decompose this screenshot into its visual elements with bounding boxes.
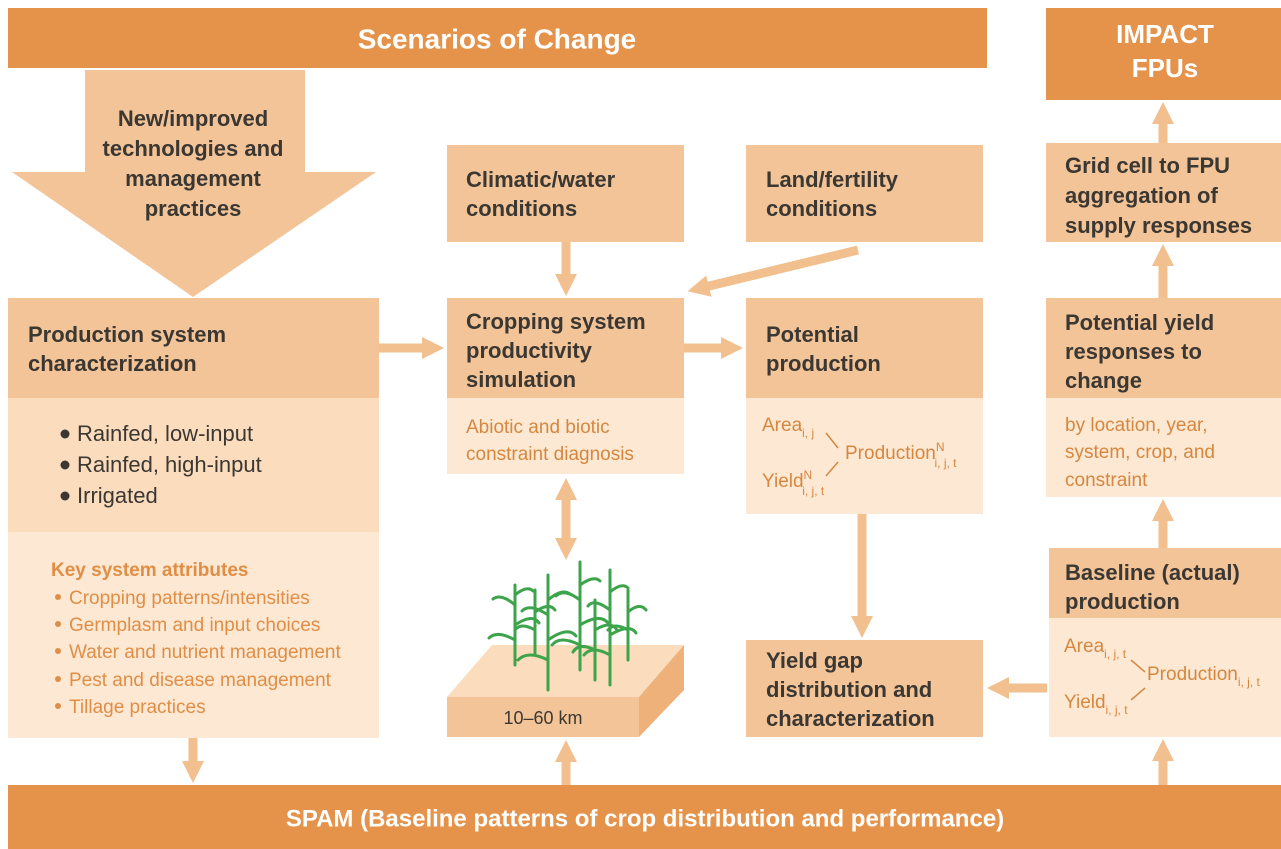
attribute-text: Germplasm and input choices <box>69 615 320 636</box>
attribute-text: Pest and disease management <box>69 670 332 691</box>
technologies-line: management <box>125 166 261 191</box>
grid-cell-line: aggregation of <box>1065 183 1218 208</box>
bullet-text: Rainfed, low-input <box>77 421 253 446</box>
cropping-note: constraint diagnosis <box>466 444 634 465</box>
potential-yield-note: by location, year, <box>1065 415 1208 436</box>
bullet <box>55 594 61 600</box>
production: Production <box>1147 664 1238 685</box>
diagram: Scenarios of Change IMPACT FPUs SPAM (Ba… <box>0 0 1281 849</box>
bullet <box>61 461 70 470</box>
arrow <box>705 250 858 287</box>
area: Area <box>762 415 803 436</box>
area: Area <box>1064 636 1105 657</box>
yield: Yield <box>762 471 804 492</box>
production-sub: i, j, t <box>1238 675 1261 689</box>
attribute-text: Tillage practices <box>69 697 206 718</box>
production: Production <box>845 443 936 464</box>
production-system-line: Production system <box>28 322 226 347</box>
potential-yield-line: change <box>1065 368 1142 393</box>
bullet-text: Rainfed, high-input <box>77 452 262 477</box>
land-line: Land/fertility <box>766 167 899 192</box>
yield-sub: i, j, t <box>802 484 825 498</box>
land-box <box>746 145 983 242</box>
potential-yield-line: responses to <box>1065 339 1202 364</box>
potential-production-line: Potential <box>766 322 859 347</box>
header-title: Scenarios of Change <box>358 23 637 54</box>
baseline-line: Baseline (actual) <box>1065 560 1240 585</box>
yield: Yield <box>1064 692 1106 713</box>
climatic-line: conditions <box>466 196 577 221</box>
area-sub: i, j <box>802 426 814 440</box>
potential-production-line: production <box>766 351 881 376</box>
yield-sub: i, j, t <box>1106 703 1129 717</box>
cropping-line: Cropping system <box>466 309 646 334</box>
production-system-box <box>8 298 379 398</box>
yield-gap-line: Yield gap <box>766 648 863 673</box>
land-line: conditions <box>766 196 877 221</box>
climatic-box <box>447 145 684 242</box>
grid-cell-line: Grid cell to FPU <box>1065 153 1230 178</box>
potential-yield-line: Potential yield <box>1065 310 1214 335</box>
technologies-line: practices <box>145 196 242 221</box>
technologies-line: technologies and <box>103 136 284 161</box>
technologies-line: New/improved <box>118 106 268 131</box>
production-system-line: characterization <box>28 351 197 376</box>
bullet <box>61 492 70 501</box>
cropping-line: simulation <box>466 367 576 392</box>
yield-gap-line: distribution and <box>766 677 932 702</box>
production-sub: i, j, t <box>935 456 958 470</box>
potential-yield-note: system, crop, and <box>1065 442 1215 463</box>
cropping-note: Abiotic and biotic <box>466 417 610 438</box>
yield-gap-line: characterization <box>766 706 935 731</box>
bullet <box>55 648 61 654</box>
area-sub: i, j, t <box>1104 647 1127 661</box>
impact-label: IMPACT <box>1116 19 1214 49</box>
yield-sup: N <box>804 468 813 482</box>
impact-label: FPUs <box>1132 53 1198 83</box>
baseline-line: production <box>1065 589 1180 614</box>
potential-production-box <box>746 298 983 398</box>
bullet-text: Irrigated <box>77 483 158 508</box>
scale-label: 10–60 km <box>503 708 582 728</box>
bullet <box>61 430 70 439</box>
potential-yield-note: constraint <box>1065 470 1148 491</box>
climatic-line: Climatic/water <box>466 167 616 192</box>
attribute-text: Water and nutrient management <box>69 642 342 663</box>
attribute-text: Cropping patterns/intensities <box>69 588 310 609</box>
bullet <box>55 703 61 709</box>
bullet <box>55 621 61 627</box>
attributes-title: Key system attributes <box>51 560 248 581</box>
bullet <box>55 676 61 682</box>
production-sup: N <box>936 440 945 454</box>
cropping-line: productivity <box>466 338 593 363</box>
footer-title: SPAM (Baseline patterns of crop distribu… <box>286 805 1004 832</box>
grid-cell-line: supply responses <box>1065 213 1252 238</box>
